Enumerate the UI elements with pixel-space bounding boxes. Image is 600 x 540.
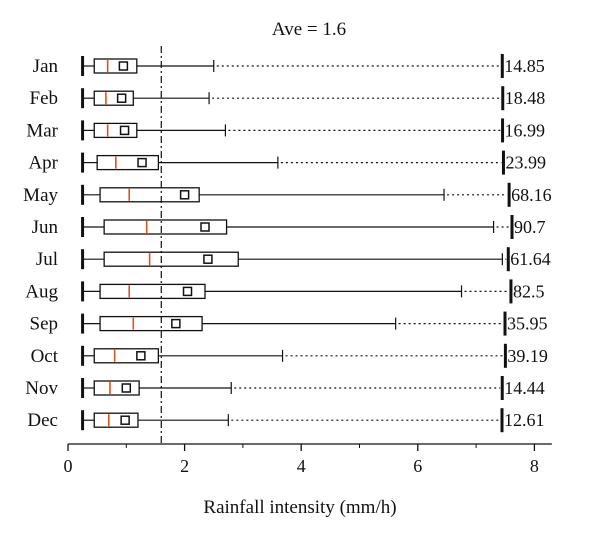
max-label-jun: 90.7 bbox=[514, 217, 546, 237]
iqr-box-nov bbox=[93, 380, 140, 396]
mean-marker-apr bbox=[137, 157, 147, 168]
mean-marker-dec bbox=[120, 415, 130, 425]
max-label-apr: 23.99 bbox=[505, 153, 545, 173]
mean-marker-nov bbox=[121, 383, 132, 393]
x-tick-label-0: 0 bbox=[64, 456, 73, 476]
month-label-jan: Jan bbox=[33, 56, 59, 77]
month-label-apr: Apr bbox=[28, 153, 58, 174]
month-label-nov: Nov bbox=[25, 378, 58, 399]
max-label-aug: 82.5 bbox=[513, 281, 545, 301]
month-label-feb: Feb bbox=[30, 88, 59, 109]
iqr-box-jan bbox=[93, 58, 138, 74]
month-label-jun: Jun bbox=[32, 217, 59, 238]
max-label-jan: 14.85 bbox=[504, 56, 545, 76]
mean-marker-may bbox=[179, 190, 190, 200]
max-label-dec: 12.61 bbox=[504, 410, 545, 430]
month-label-oct: Oct bbox=[31, 346, 59, 367]
iqr-box-feb bbox=[93, 90, 134, 106]
x-axis-label: Rainfall intensity (mm/h) bbox=[203, 497, 396, 518]
iqr-box-sep bbox=[99, 315, 203, 332]
x-tick-label-2: 2 bbox=[180, 456, 189, 476]
mean-marker-mar bbox=[119, 125, 130, 136]
month-label-may: May bbox=[23, 185, 58, 206]
mean-marker-sep bbox=[171, 318, 181, 329]
x-tick-label-4: 4 bbox=[297, 456, 306, 476]
iqr-box-mar bbox=[93, 122, 138, 139]
max-label-may: 68.16 bbox=[511, 185, 552, 205]
month-label-aug: Aug bbox=[25, 281, 58, 302]
month-label-dec: Dec bbox=[27, 410, 58, 431]
x-tick-label-8: 8 bbox=[530, 456, 539, 476]
mean-marker-oct bbox=[136, 351, 146, 361]
mean-marker-jan bbox=[118, 61, 129, 71]
iqr-box-dec bbox=[93, 412, 139, 428]
max-label-sep: 35.95 bbox=[507, 314, 548, 334]
iqr-box-oct bbox=[93, 348, 160, 364]
month-label-sep: Sep bbox=[30, 314, 59, 335]
max-label-jul: 61.64 bbox=[510, 249, 551, 269]
mean-marker-aug bbox=[182, 286, 193, 297]
iqr-box-apr bbox=[96, 154, 160, 171]
month-label-jul: Jul bbox=[36, 249, 58, 270]
max-label-nov: 14.44 bbox=[504, 378, 545, 398]
max-label-mar: 16.99 bbox=[505, 120, 546, 140]
mean-marker-jul bbox=[203, 254, 213, 264]
max-label-oct: 39.19 bbox=[507, 346, 548, 366]
mean-marker-jun bbox=[200, 222, 210, 232]
x-tick-label-6: 6 bbox=[413, 456, 422, 476]
mean-marker-feb bbox=[116, 93, 127, 103]
chart-title: Ave = 1.6 bbox=[272, 19, 346, 40]
iqr-box-jul bbox=[103, 251, 239, 267]
month-label-mar: Mar bbox=[26, 120, 58, 141]
max-label-feb: 18.48 bbox=[505, 88, 546, 108]
